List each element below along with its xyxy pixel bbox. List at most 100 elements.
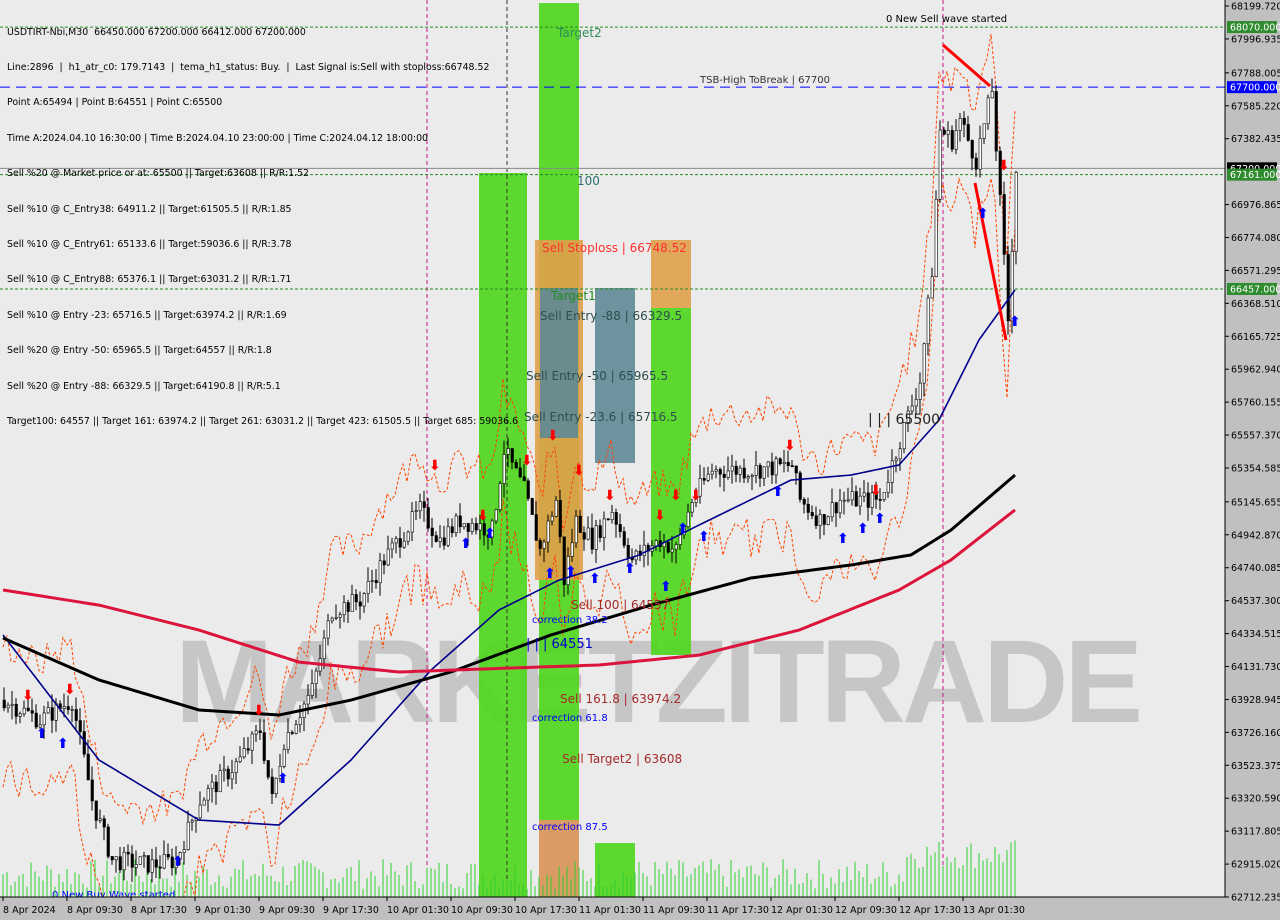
info-line: Target100: 64557 || Target 161: 63974.2 … <box>7 415 519 427</box>
candle <box>506 437 510 468</box>
candle-body <box>798 472 802 500</box>
candle <box>870 484 874 516</box>
candle <box>446 518 450 548</box>
wave-line <box>942 43 1008 341</box>
candle-body <box>430 527 434 536</box>
candle <box>246 737 250 755</box>
candle-body <box>398 538 402 548</box>
candle-body <box>990 91 994 99</box>
candle <box>826 515 830 526</box>
candle <box>426 498 430 532</box>
candle-body <box>942 129 946 135</box>
candle <box>430 517 434 548</box>
candle-body <box>822 514 826 525</box>
candle <box>490 518 494 546</box>
candle-body <box>974 157 978 170</box>
trade-zone <box>651 240 691 308</box>
candle-body <box>202 799 206 806</box>
candle-body <box>562 536 566 586</box>
candle <box>710 463 714 480</box>
candle <box>866 482 870 521</box>
candle <box>998 146 1002 206</box>
candle <box>774 456 778 484</box>
candle <box>538 538 542 556</box>
y-tick-label: 64334.515 <box>1231 629 1280 640</box>
y-tick-label: 64942.870 <box>1231 530 1280 541</box>
candle <box>50 694 54 734</box>
candle <box>174 846 178 875</box>
candle <box>414 501 418 520</box>
candle-body <box>758 465 762 479</box>
sell-arrow-icon: ⬇ <box>477 508 489 524</box>
candle-body <box>578 515 582 533</box>
candle-body <box>838 500 842 514</box>
candle <box>418 493 422 519</box>
buy-arrow-icon: ⬆ <box>624 561 636 577</box>
y-tick-label: 68199.720 <box>1231 2 1280 13</box>
chart-label-entry88: Sell Entry -88 | 66329.5 <box>540 309 682 323</box>
chart-label-pointb: | | | 64551 <box>526 637 593 652</box>
candle-body <box>710 470 714 475</box>
y-tick-label: 64131.730 <box>1231 662 1280 673</box>
chart-label-entry236: Sell Entry -23.6 | 65716.5 <box>524 410 678 424</box>
candle <box>130 845 134 882</box>
candle <box>590 513 594 555</box>
candle-body <box>654 540 658 547</box>
candle-body <box>278 765 282 779</box>
sell-arrow-icon: ⬇ <box>870 483 882 499</box>
candle-body <box>406 531 410 542</box>
candle <box>106 823 110 859</box>
info-line: Sell %20 @ Entry -50: 65965.5 || Target:… <box>7 345 272 357</box>
buy-arrow-icon: ⬆ <box>589 571 601 587</box>
candle <box>526 478 530 501</box>
candle <box>258 718 262 740</box>
candle <box>494 508 498 524</box>
x-tick-label: 9 Apr 17:30 <box>323 905 379 916</box>
candle-body <box>438 537 442 542</box>
candle <box>794 465 798 485</box>
candle-body <box>686 511 690 527</box>
buy-arrow-icon: ⬆ <box>874 511 886 527</box>
candle-body <box>698 478 702 497</box>
candle-body <box>918 382 922 400</box>
candle <box>74 697 78 729</box>
candle-body <box>466 523 470 532</box>
candle-body <box>534 514 538 541</box>
candle-body <box>110 856 114 861</box>
buy-arrow-icon: ⬆ <box>565 564 577 580</box>
candle <box>34 704 38 730</box>
candle-body <box>846 499 850 502</box>
candle <box>42 705 46 739</box>
candle-body <box>10 703 14 706</box>
candle-body <box>894 458 898 462</box>
candle-body <box>518 467 522 478</box>
candle <box>566 547 570 595</box>
candle <box>366 567 370 603</box>
candle-body <box>926 297 930 345</box>
candle <box>718 467 722 488</box>
candle <box>806 497 810 520</box>
candle <box>982 123 986 145</box>
candle <box>474 517 478 535</box>
candle-body <box>362 593 366 607</box>
candle <box>210 773 214 803</box>
chart-label-entry50: Sell Entry -50 | 65965.5 <box>526 369 668 383</box>
candle-body <box>266 760 270 778</box>
candle <box>702 467 706 485</box>
candle-body <box>462 523 466 528</box>
candle-body <box>886 482 890 493</box>
candle <box>398 526 402 558</box>
candle <box>122 846 126 881</box>
candle-body <box>2 699 6 709</box>
candle <box>906 405 910 432</box>
candle-body <box>214 781 218 793</box>
envelope-lower <box>2 176 1016 920</box>
y-tick-label: 67996.935 <box>1231 34 1280 45</box>
candle-body <box>46 707 50 714</box>
candle-body <box>330 617 334 622</box>
candle <box>154 846 158 879</box>
x-tick-label: 10 Apr 01:30 <box>387 905 449 916</box>
y-tick-label: 66165.725 <box>1231 332 1280 343</box>
candle <box>234 758 238 784</box>
